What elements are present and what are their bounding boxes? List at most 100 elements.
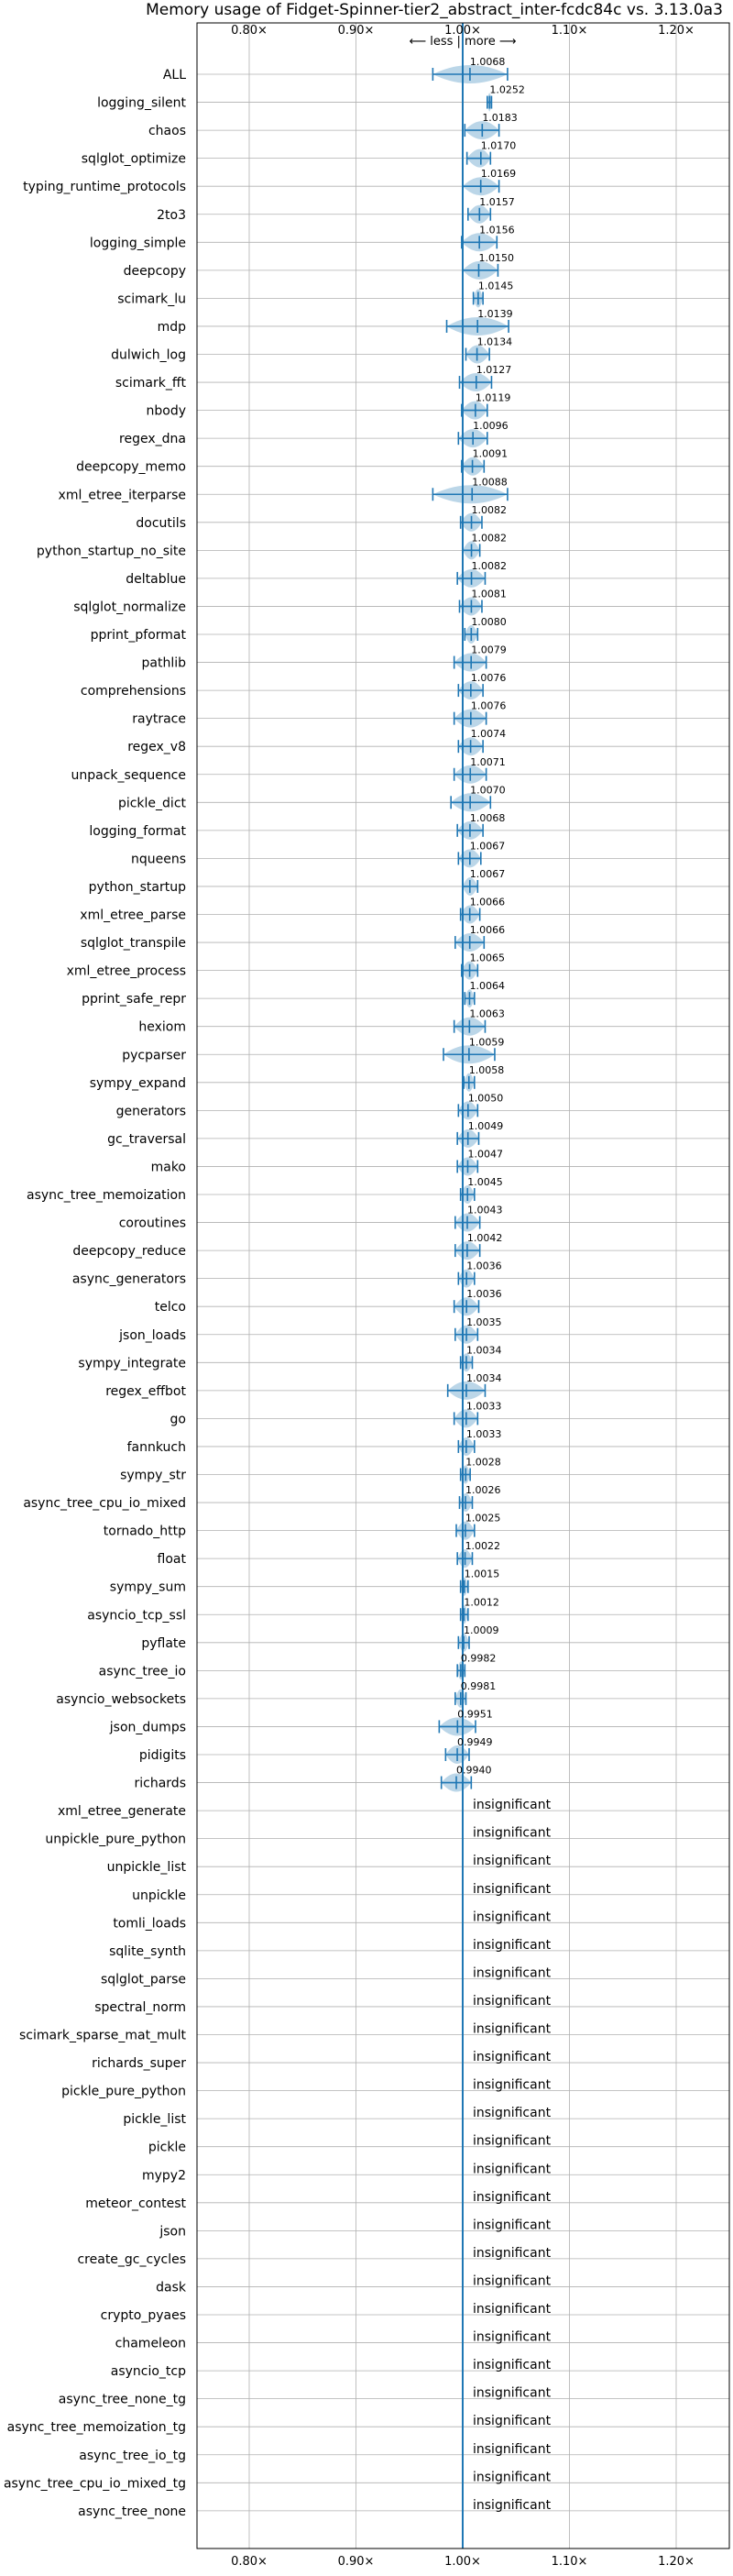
value-label: 1.0127 [476,364,512,376]
benchmark-label: unpack_sequence [71,768,186,783]
value-label: 1.0082 [472,532,508,544]
benchmark-label: xml_etree_iterparse [59,488,186,502]
benchmark-label: pickle_pure_python [61,2085,186,2099]
benchmark-label: sympy_integrate [78,1356,186,1371]
benchmark-label: nbody [147,404,187,419]
insignificant-label: insignificant [473,2022,552,2037]
benchmark-label: telco [155,1300,186,1315]
value-label: 0.9981 [461,1680,497,1692]
benchmark-label: mako [151,1160,186,1174]
value-label: 1.0139 [477,308,513,320]
insignificant-label: insignificant [473,2218,552,2232]
benchmark-label: pprint_pformat [91,628,187,643]
value-label: 1.0082 [472,504,508,516]
value-label: 1.0066 [470,897,506,908]
benchmark-label: json_dumps [109,1720,186,1734]
benchmark-label: docutils [136,516,186,531]
labels-layer: 0.80× 0.80× 0.90× 0.90× 1.00× 1.00× 1.10× 1.10×… [4,24,695,2569]
value-label: 0.9949 [457,1736,492,1748]
value-label: 1.0049 [468,1120,504,1132]
value-label: 1.0082 [472,560,508,572]
value-label: 1.0150 [478,252,514,264]
benchmark-label: chaos [148,124,186,138]
value-label: 1.0028 [465,1457,500,1469]
insignificant-label: insignificant [473,2162,552,2176]
benchmark-label: async_tree_none_tg [59,2393,186,2407]
insignificant-label: insignificant [473,2106,552,2120]
value-label: 1.0059 [469,1036,505,1048]
value-label: 1.0088 [472,476,508,488]
value-label: 1.0045 [467,1176,503,1188]
value-label: 1.0134 [477,336,513,348]
value-label: 1.0064 [469,980,505,992]
benchmark-label: async_tree_cpu_io_mixed_tg [4,2476,186,2491]
x-tick-label-top: 1.20× [658,24,695,38]
benchmark-label: json_loads [118,1328,186,1343]
benchmark-label: raytrace [132,712,186,727]
benchmark-label: regex_dna [119,432,186,446]
benchmark-label: xml_etree_generate [58,1804,186,1819]
value-label: 1.0068 [470,56,506,68]
value-label: 1.0042 [467,1232,503,1244]
benchmark-label: asyncio_tcp_ssl [87,1608,186,1623]
value-label: 1.0063 [469,1008,505,1020]
plot-frame [196,22,730,2549]
benchmark-label: logging_silent [97,96,186,111]
benchmark-label: unpickle [132,1888,186,1903]
marks-layer [432,23,509,2548]
benchmark-label: dulwich_log [111,348,186,363]
insignificant-label: insignificant [473,2273,552,2288]
benchmark-label: pycparser [122,1048,186,1062]
benchmark-label: sympy_sum [110,1580,186,1595]
value-label: 1.0067 [470,840,506,852]
benchmark-label: pidigits [139,1748,186,1763]
value-label: 1.0043 [467,1205,503,1216]
benchmark-label: json [159,2224,186,2239]
insignificant-label: insignificant [473,1882,552,1897]
benchmark-label: generators [116,1104,186,1118]
value-label: 1.0066 [470,924,506,936]
benchmark-label: unpickle_list [107,1860,187,1875]
benchmark-label: asyncio_websockets [56,1692,186,1707]
benchmark-label: pathlib [142,656,187,671]
benchmark-label: pprint_safe_repr [82,992,186,1007]
benchmark-label: hexiom [138,1020,186,1035]
value-label: 1.0169 [481,168,517,180]
x-tick-label-top: 1.00× [444,24,481,38]
benchmark-label: scimark_lu [117,292,186,306]
benchmark-label: mdp [158,320,187,335]
benchmark-label: pyflate [141,1636,186,1651]
benchmark-label: tornado_http [104,1525,186,1539]
benchmark-label: deepcopy_reduce [72,1244,186,1259]
insignificant-label: insignificant [473,1798,552,1812]
insignificant-label: insignificant [473,1910,552,1924]
value-label: 1.0065 [470,952,506,964]
value-label: 1.0074 [471,728,507,740]
value-label: 1.0080 [471,616,507,628]
value-label: 1.0015 [465,1569,500,1580]
benchmark-label: sympy_str [120,1469,186,1483]
benchmark-label: meteor_contest [85,2196,186,2211]
value-label: 1.0033 [466,1428,501,1440]
insignificant-label: insignificant [473,2442,552,2457]
value-label: 1.0050 [468,1092,504,1104]
benchmark-label: unpickle_pure_python [45,1833,186,1847]
benchmark-label: xml_etree_parse [80,908,186,923]
benchmark-label: sqlglot_transpile [81,936,186,951]
value-label: 1.0081 [471,588,507,600]
benchmark-label: regex_effbot [105,1384,186,1399]
benchmark-label: xml_etree_process [67,964,186,979]
value-label: 1.0076 [471,700,507,712]
benchmark-label: logging_simple [90,236,186,250]
benchmark-label: go [170,1412,186,1426]
value-label: 1.0071 [470,756,506,768]
benchmark-label: sqlglot_normalize [73,600,186,614]
value-label: 1.0035 [466,1316,502,1328]
benchmark-label: sympy_expand [90,1076,186,1091]
value-label: 1.0183 [482,112,518,124]
x-tick-label-bottom: 1.00× [444,2555,481,2569]
chart-title: Memory usage of Fidget-Spinner-tier2_abs… [146,1,723,19]
benchmark-label: async_tree_none [78,2504,186,2519]
benchmark-label: pickle [148,2141,186,2155]
value-label: 1.0025 [465,1513,500,1525]
